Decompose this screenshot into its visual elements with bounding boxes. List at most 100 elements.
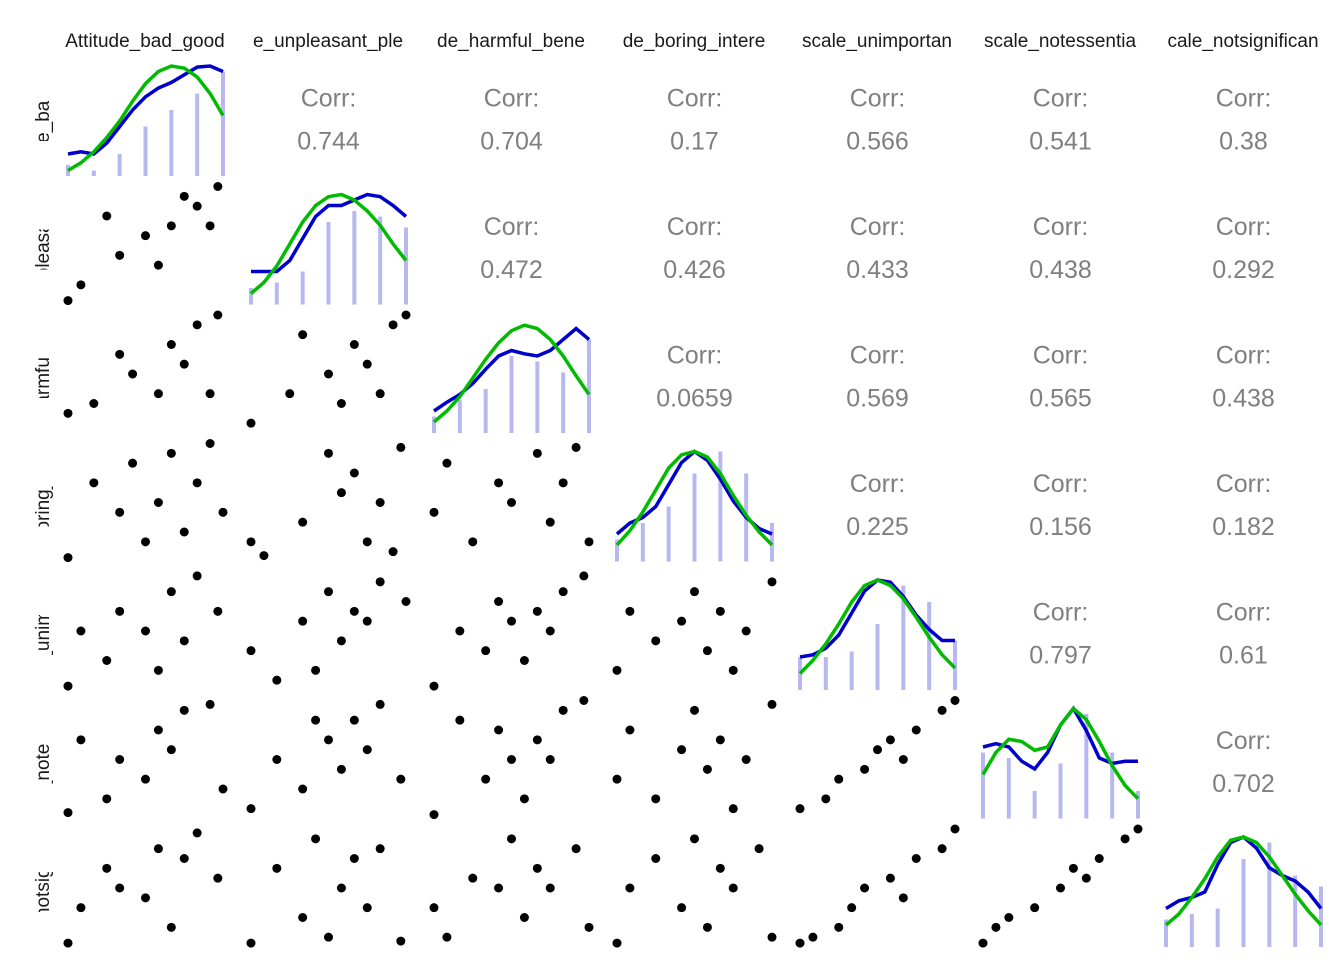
scatter-point xyxy=(455,715,465,725)
corr-label: Corr: xyxy=(1216,599,1272,627)
scatter-point xyxy=(1094,854,1104,863)
scatter-point xyxy=(349,854,359,863)
scatter-point xyxy=(677,745,687,755)
histogram-bar xyxy=(666,506,671,562)
corr-label: Corr: xyxy=(1033,213,1089,241)
scatter-point xyxy=(741,626,751,636)
normal-curve xyxy=(981,705,1140,800)
scatter-point xyxy=(192,828,202,838)
row-label: scale_unimportan xyxy=(33,556,54,706)
histogram-bar xyxy=(483,389,488,433)
histogram-bar xyxy=(378,216,383,305)
scatter-point xyxy=(401,310,411,320)
scatter-point xyxy=(455,626,465,636)
scatter-point xyxy=(481,774,491,784)
histogram-bar xyxy=(326,222,331,305)
corr-value: 0.797 xyxy=(1029,642,1092,670)
column-label: cale_notsignifican xyxy=(1167,31,1318,52)
scatter-point xyxy=(324,369,333,379)
column-label: de_boring_intere xyxy=(623,31,766,52)
corr-value: 0.744 xyxy=(297,128,360,156)
scatter-point xyxy=(192,320,202,330)
scatter-point xyxy=(494,725,504,735)
scatter-point xyxy=(336,399,346,408)
scatter-point xyxy=(141,774,150,784)
row-label: e_unpleasant_ple xyxy=(33,170,54,320)
scatter-point xyxy=(141,537,150,547)
histogram-bar xyxy=(509,356,514,433)
scatter-point xyxy=(532,448,542,458)
scatter-point xyxy=(76,280,86,290)
column-label: de_harmful_bene xyxy=(437,31,585,52)
scatter-point xyxy=(63,681,73,691)
scatter-point xyxy=(651,794,661,804)
scatter-point xyxy=(179,191,189,201)
scatter-point xyxy=(584,537,594,547)
corr-value: 0.292 xyxy=(1212,256,1275,284)
scatter-point xyxy=(442,458,452,468)
row-label: scale_notessentia xyxy=(33,683,54,836)
scatter-point xyxy=(192,571,202,581)
scatter-point xyxy=(545,626,555,636)
row-label: de_harmful_bene xyxy=(33,300,54,448)
scatter-point xyxy=(336,883,346,893)
corr-label: Corr: xyxy=(667,85,723,113)
scatter-point xyxy=(494,597,504,606)
scatter-point xyxy=(153,725,163,735)
scatter-point xyxy=(767,577,777,587)
scatter-point xyxy=(89,478,99,488)
scatter-point xyxy=(898,755,908,764)
scatter-point xyxy=(558,705,568,715)
corr-value: 0.702 xyxy=(1212,770,1275,798)
histogram-bar xyxy=(1189,914,1194,947)
scatter-point xyxy=(311,715,321,725)
corr-value: 0.182 xyxy=(1212,513,1275,541)
histogram-bar xyxy=(1215,908,1220,947)
scatter-point xyxy=(558,478,568,488)
scatter-point xyxy=(205,221,215,231)
scatter-point xyxy=(396,442,406,452)
scatter-point xyxy=(63,296,73,306)
scatter-point xyxy=(349,468,359,478)
scatter-point xyxy=(950,696,960,705)
histogram-bar xyxy=(195,93,200,176)
histogram-bar xyxy=(1267,842,1272,947)
scatter-point xyxy=(885,873,895,883)
column-label: e_unpleasant_ple xyxy=(253,31,403,52)
histogram-bar xyxy=(249,288,253,305)
histogram-bar xyxy=(1319,886,1323,947)
scatter-point xyxy=(612,938,622,948)
histogram-bar xyxy=(587,339,591,433)
scatter-point xyxy=(324,448,333,458)
histogram-bar xyxy=(457,400,462,433)
histogram-bar xyxy=(117,154,122,176)
scatter-point xyxy=(272,675,282,685)
scatter-point xyxy=(401,597,411,606)
corr-label: Corr: xyxy=(667,213,723,241)
scatter-point xyxy=(115,755,125,764)
scatter-point xyxy=(715,863,725,873)
scatter-point xyxy=(937,705,947,715)
histogram-bar xyxy=(1293,875,1298,947)
scatter-point xyxy=(579,696,589,705)
scatter-point xyxy=(192,201,202,211)
scatter-point xyxy=(728,665,738,675)
corr-value: 0.61 xyxy=(1219,642,1268,670)
scatter-point xyxy=(625,883,635,893)
scatter-point xyxy=(991,922,1001,932)
scatter-point xyxy=(205,389,215,399)
histogram-bar xyxy=(432,416,436,433)
scatter-point xyxy=(298,616,308,626)
scatter-point xyxy=(115,507,125,517)
scatter-point xyxy=(571,844,581,854)
scatter-point xyxy=(388,547,398,557)
histogram-bar xyxy=(274,282,279,305)
corr-label: Corr: xyxy=(850,342,906,370)
corr-label: Corr: xyxy=(1216,727,1272,755)
scatter-point xyxy=(911,854,921,863)
corr-value: 0.569 xyxy=(846,385,909,413)
scatter-point xyxy=(63,938,73,948)
scatter-point xyxy=(336,488,346,498)
corr-label: Corr: xyxy=(850,85,906,113)
scatter-point xyxy=(311,665,321,675)
